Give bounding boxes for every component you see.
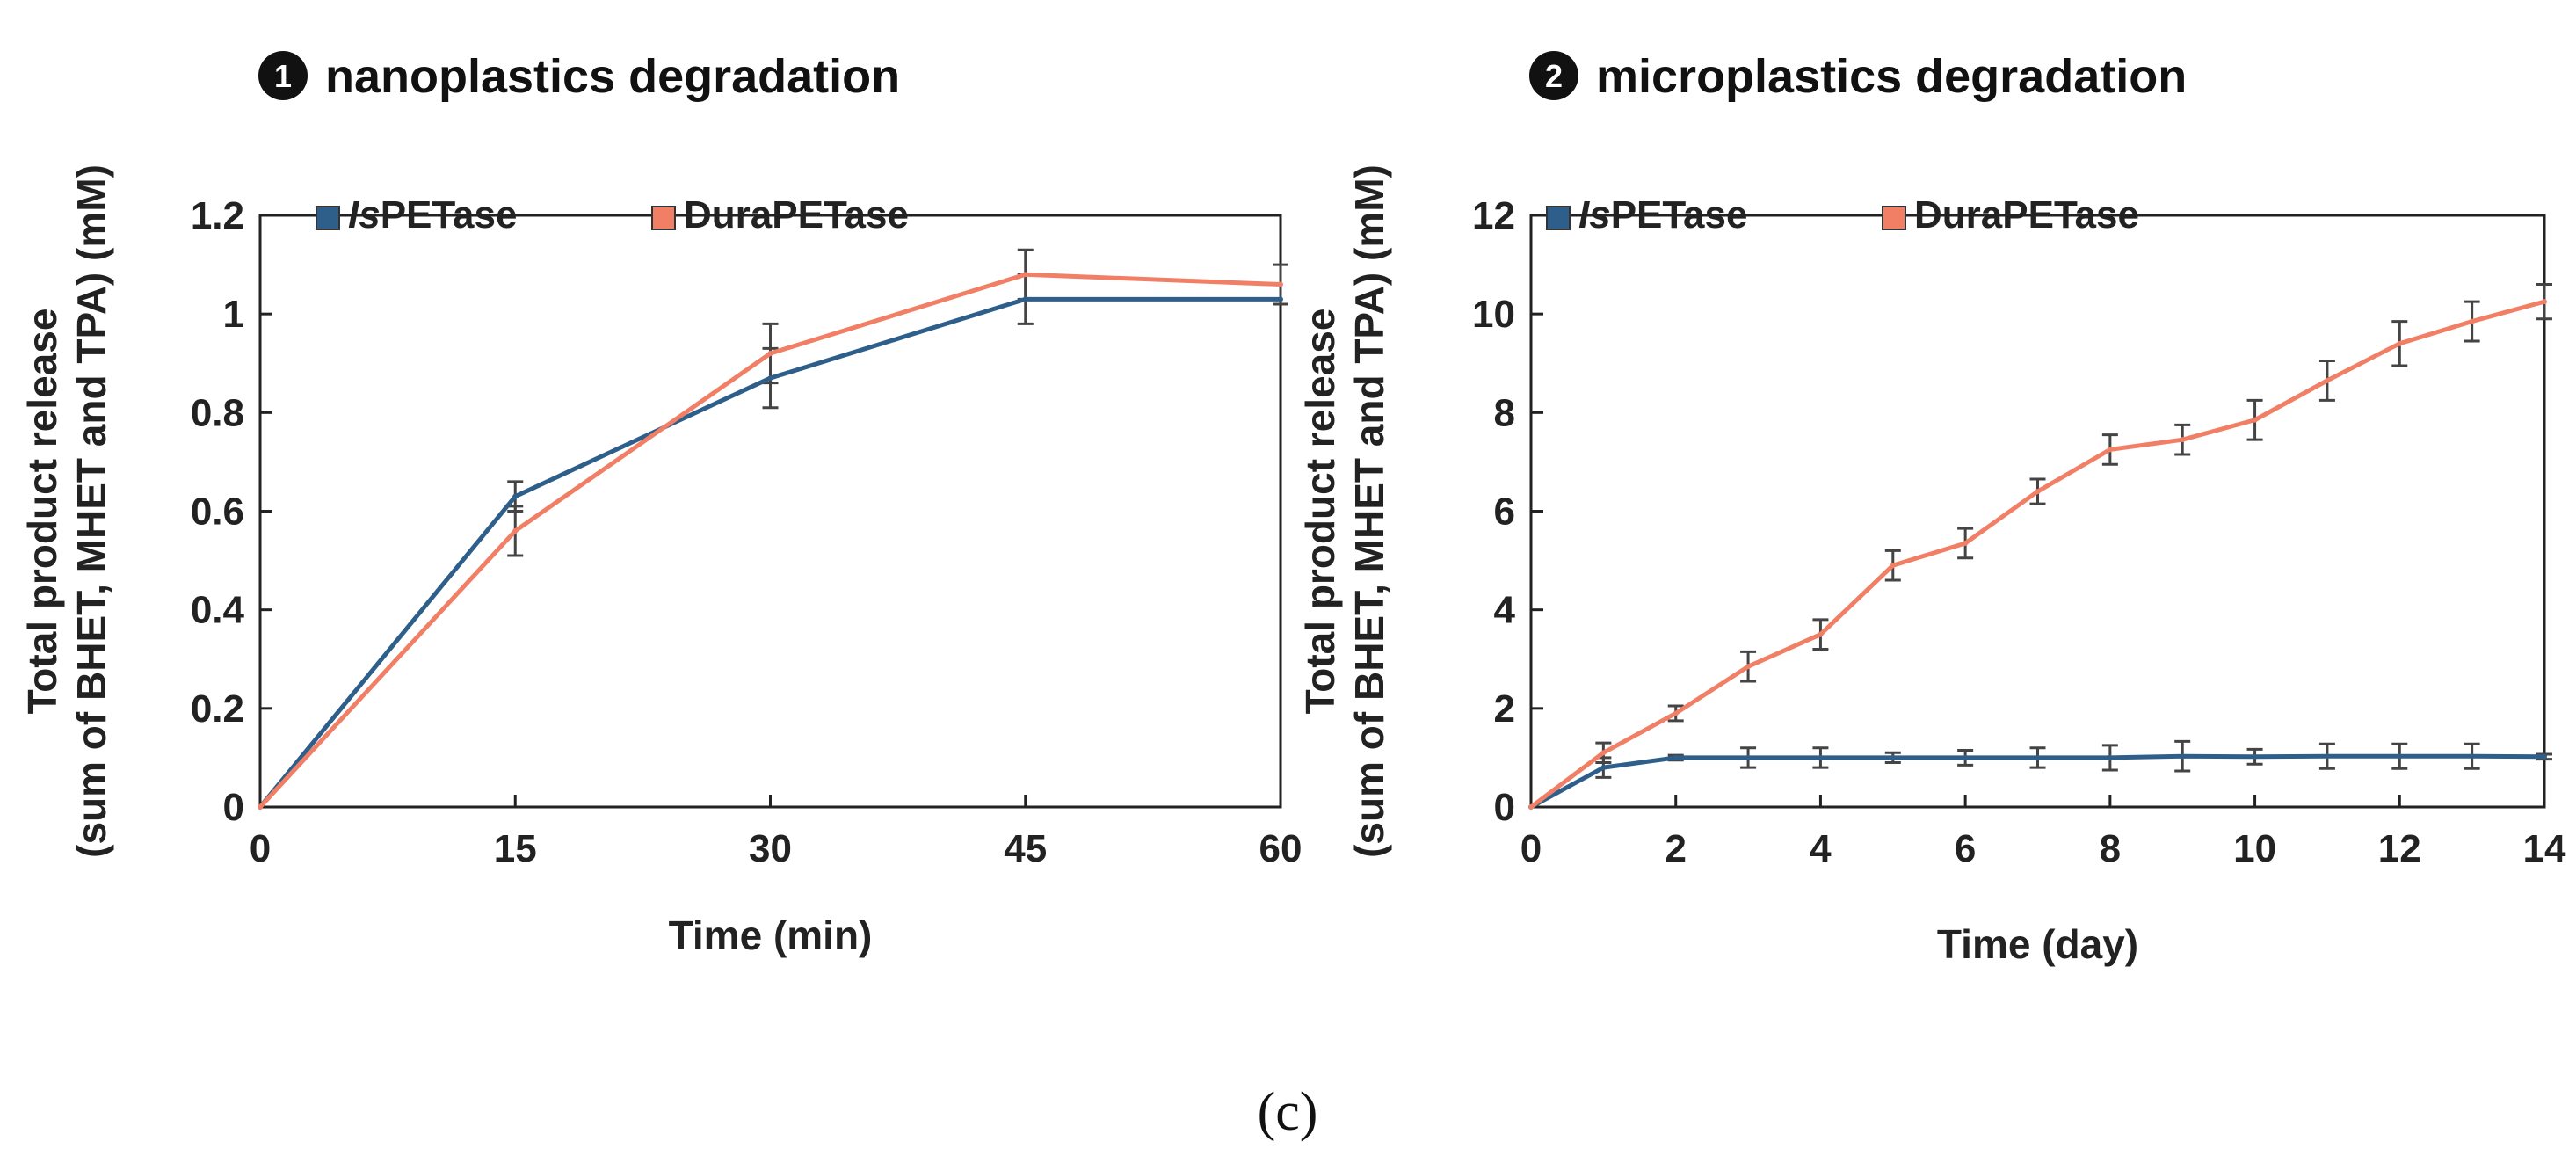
figure-caption: (c)	[1258, 1082, 1318, 1142]
panel-1-series-durapetase-point	[767, 351, 773, 357]
panel-1-xtick-label: 0	[250, 827, 271, 870]
panel-2-y-axis-label-line2: (sum of BHET, MHET and TPA) (mM)	[1346, 164, 1392, 858]
panel-2-series-durapetase-point	[2469, 318, 2475, 324]
panel-1-series-petase-point	[512, 493, 519, 499]
panel-1-ytick-label: 0.2	[191, 687, 244, 731]
panel-1-xtick-label: 30	[749, 827, 792, 870]
panel-1-x-axis-label: Time (min)	[669, 912, 873, 958]
panel-2-ytick-label: 8	[1494, 391, 1515, 434]
panel-2-xtick-label: 6	[1955, 827, 1976, 870]
panel-2-series-petase-point	[2180, 753, 2186, 760]
panel-2-xtick-label: 14	[2523, 827, 2566, 870]
panel-nanoplastics: 1 nanoplastics degradation 0 0.2 0.4 0.6 0.8…	[19, 50, 1302, 958]
panel-1-ytick-label: 0.6	[191, 491, 244, 534]
panel-2-ytick-label: 2	[1494, 687, 1515, 731]
panel-1-legend-swatch-petase	[316, 206, 340, 230]
panel-2-series-petase-point	[2035, 754, 2041, 760]
panel-1-series-petase-point	[1022, 296, 1028, 302]
panel-2-series-petase-point	[1963, 754, 1969, 760]
panel-2-x-axis-label: Time (day)	[1937, 921, 2138, 967]
panel-2-xtick-label: 12	[2378, 827, 2421, 870]
panel-2-series-durapetase-point	[2180, 437, 2186, 443]
panel-1-ytick-label: 1.2	[191, 194, 244, 237]
panel-1-legend-label-petase: IsPETase	[348, 193, 517, 236]
panel-1-y-axis-label-line1: Total product release	[19, 309, 65, 715]
panel-2-series-durapetase-point	[2107, 447, 2113, 453]
panel-2-legend-swatch-durapetase	[1882, 206, 1906, 230]
panel-2-series-durapetase-point	[2035, 489, 2041, 495]
panel-2-series-durapetase-point	[1673, 710, 1679, 716]
panel-2-series-durapetase-point	[1528, 804, 1534, 810]
panel-2-number: 2	[1545, 58, 1563, 94]
panel-1-title: nanoplastics degradation	[325, 50, 900, 103]
panel-2-ytick-label: 6	[1494, 491, 1515, 534]
legend-label-italic-part: Is	[348, 193, 381, 236]
panel-2-series-petase-point	[1818, 754, 1824, 760]
panel-2-series-durapetase-point	[1890, 563, 1896, 569]
legend-label-rest-part: PETase	[1611, 193, 1748, 236]
panel-2-series-petase-point	[2252, 753, 2258, 760]
panel-2-series-durapetase-point	[2324, 377, 2330, 383]
panel-1-ytick-label: 0.8	[191, 391, 244, 434]
panel-2-plot-frame	[1529, 214, 2546, 809]
panel-2-xtick-label: 8	[2100, 827, 2121, 870]
panel-1-ytick-label: 1	[223, 293, 244, 336]
panel-2-legend-label-petase: IsPETase	[1578, 193, 1747, 236]
panel-1-ytick-label: 0	[223, 786, 244, 829]
panel-2-series-petase-point	[1745, 754, 1752, 760]
panel-2-number-badge	[1529, 51, 1578, 100]
panel-2-ytick-label: 10	[1472, 293, 1515, 336]
panel-1-legend-label-durapetase: DuraPETase	[684, 193, 909, 236]
legend-label-rest-part: PETase	[381, 193, 518, 236]
panel-2-series-petase-point	[2469, 753, 2475, 760]
panel-1-ytick-label: 0.4	[191, 589, 245, 632]
panel-1-plot-frame	[258, 214, 1282, 809]
panel-1-y-axis-label-line2: (sum of BHET, MHET and TPA) (mM)	[69, 164, 114, 858]
panel-2-series-durapetase-point	[2542, 299, 2547, 305]
panel-microplastics: 2 microplastics degradation 0 2 4 6 8 10 12 0 2 4…	[1297, 50, 2566, 967]
panel-2-legend-label-durapetase: DuraPETase	[1914, 193, 2139, 236]
panel-2-xtick-label: 2	[1665, 827, 1686, 870]
panel-2-xtick-label: 0	[1520, 827, 1542, 870]
panel-1-series-petase-point	[767, 375, 773, 382]
panel-2-series-petase-point	[1600, 765, 1607, 771]
panel-2-series-petase-point	[1673, 754, 1679, 760]
panel-1-xtick-label: 60	[1259, 827, 1303, 870]
panel-2-series-petase-point	[2107, 754, 2113, 760]
panel-1-series-durapetase-point	[1278, 281, 1283, 287]
panel-2-ytick-label: 4	[1494, 589, 1516, 632]
panel-2-ytick-label: 0	[1494, 786, 1515, 829]
legend-label-italic-part: Is	[1578, 193, 1611, 236]
panel-2-series-durapetase-point	[1600, 750, 1607, 756]
panel-1-series-petase-point	[1278, 296, 1283, 302]
panel-2-ytick-label: 12	[1472, 194, 1515, 237]
panel-1-xtick-label: 45	[1004, 827, 1047, 870]
panel-1-series-durapetase-point	[1022, 272, 1028, 278]
panel-1-number: 1	[274, 58, 292, 94]
panel-2-xtick-label: 10	[2233, 827, 2276, 870]
panel-1-series-durapetase-point	[512, 527, 519, 534]
panel-1-legend-swatch-durapetase	[651, 206, 676, 230]
panel-2-series-petase-point	[2542, 753, 2547, 760]
panel-2-y-axis-label-line1: Total product release	[1297, 309, 1343, 715]
panel-2-series-petase-point	[2397, 753, 2403, 760]
panel-1-xtick-label: 15	[494, 827, 537, 870]
panel-2-series-durapetase-point	[2397, 340, 2403, 346]
panel-2-xtick-label: 4	[1810, 827, 1832, 870]
panel-2-legend-swatch-petase	[1546, 206, 1571, 230]
panel-2-series-durapetase-point	[2252, 417, 2258, 423]
panel-2-title: microplastics degradation	[1596, 50, 2187, 103]
panel-1-number-badge	[258, 51, 308, 100]
panel-2-series-durapetase-point	[1963, 540, 1969, 546]
panel-2-series-durapetase-line	[1529, 299, 2545, 810]
panel-2-series-petase-point	[2324, 753, 2330, 760]
panel-2-series-durapetase-point	[1745, 664, 1752, 670]
panel-1-series-durapetase-point	[258, 804, 263, 810]
panel-2-series-petase-point	[1890, 754, 1896, 760]
panel-2-series-durapetase-point	[1818, 631, 1824, 637]
